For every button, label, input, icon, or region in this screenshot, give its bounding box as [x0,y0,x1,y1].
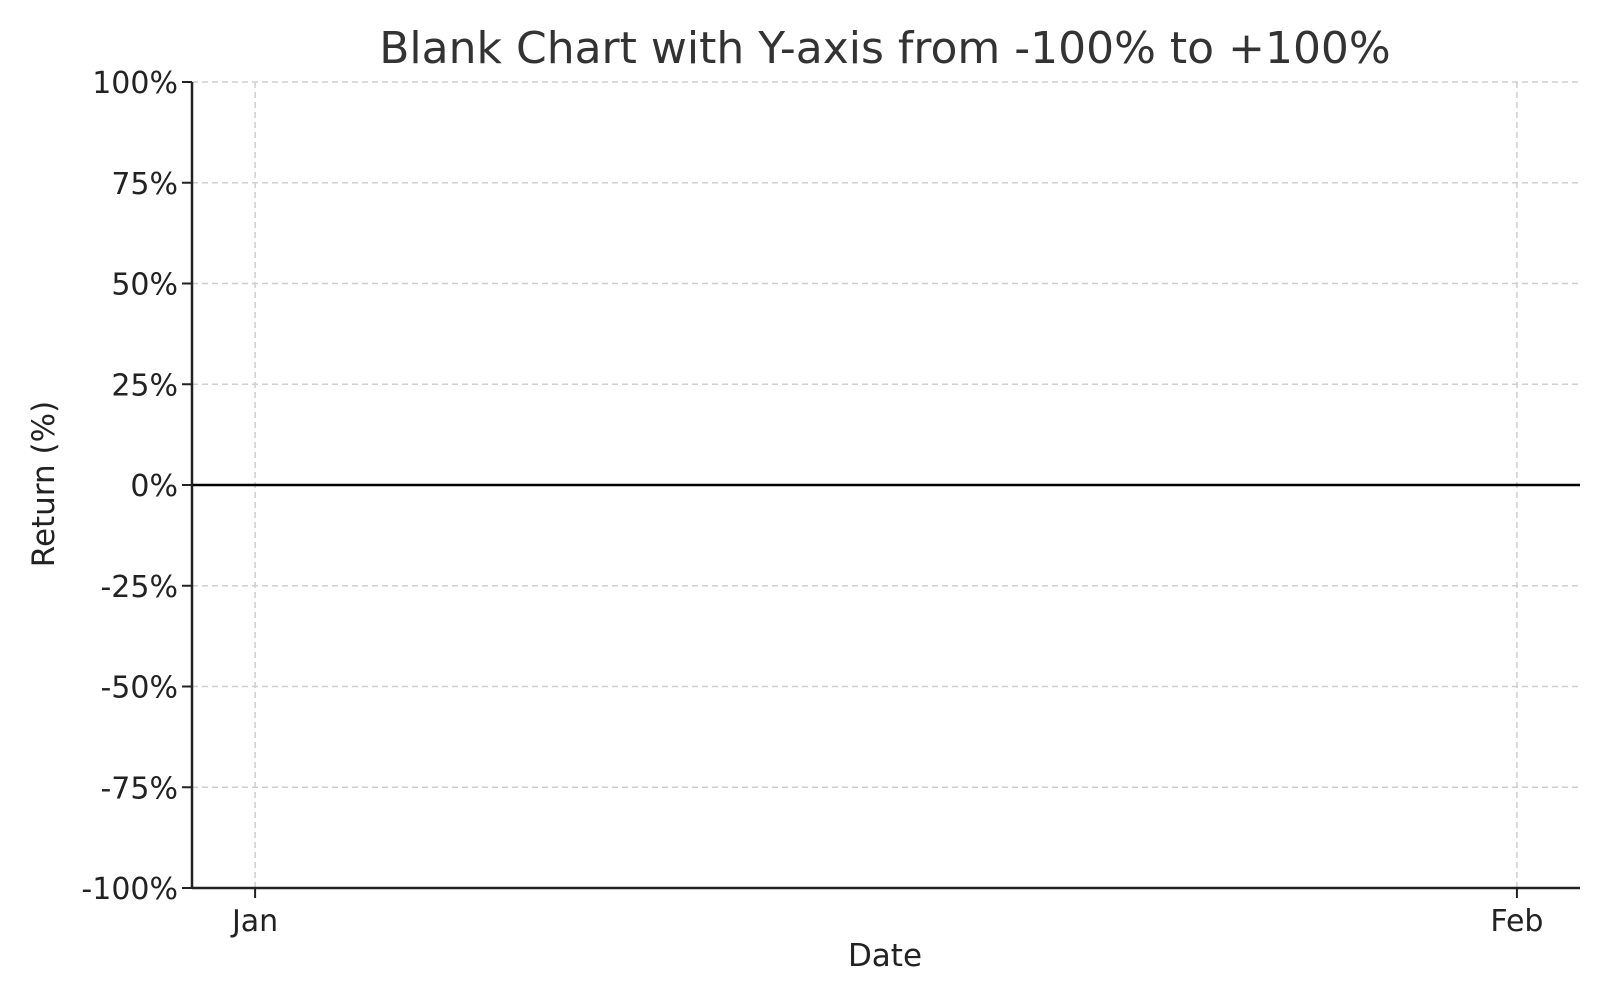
y-axis-label: Return (%) [26,401,62,567]
y-tick-label: 25% [111,368,178,403]
y-axis-ticks: 100% 75% 50% 25% 0% -25% -50% -75% -100% [81,66,192,907]
x-tick-label: Feb [1490,904,1543,939]
y-tick-label: -25% [100,570,178,605]
y-tick-label: 100% [92,66,178,101]
y-tick-label: -75% [100,771,178,806]
y-tick-label: 75% [111,167,178,202]
y-tick-label: -50% [100,671,178,706]
x-axis-ticks: Jan Feb [230,888,1543,939]
y-tick-label: 50% [111,268,178,303]
x-axis-label: Date [848,938,922,974]
y-tick-label: 0% [130,469,178,504]
chart-title: Blank Chart with Y-axis from -100% to +1… [379,23,1390,74]
y-tick-label: -100% [81,872,178,907]
x-tick-label: Jan [230,904,278,939]
